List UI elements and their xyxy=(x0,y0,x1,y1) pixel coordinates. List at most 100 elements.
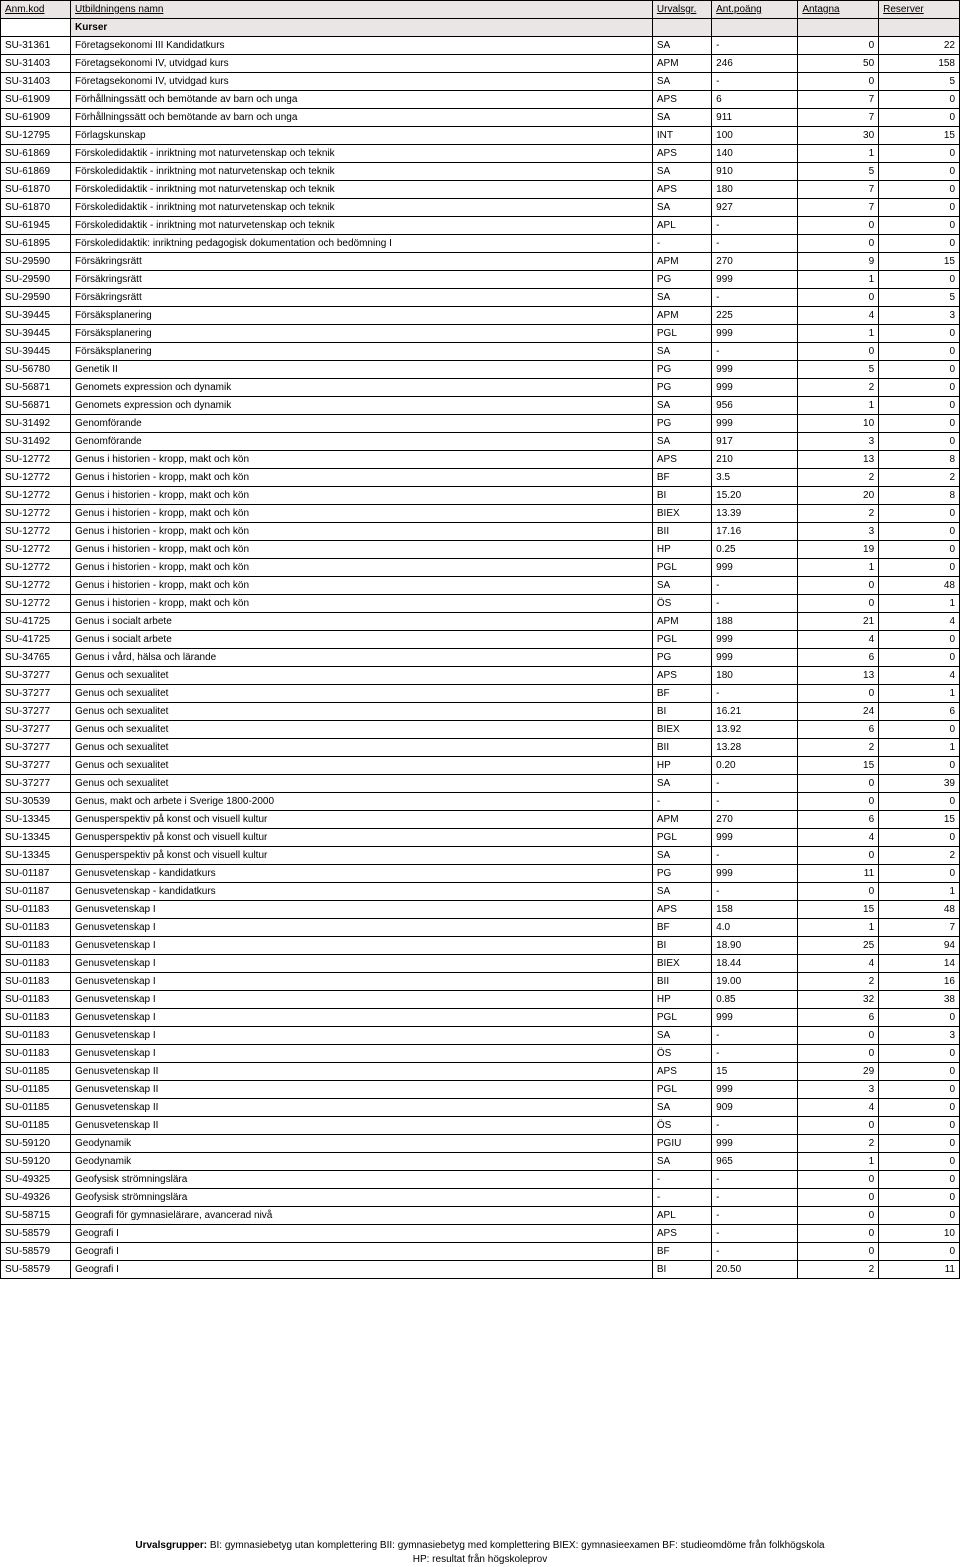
cell-code: SU-39445 xyxy=(1,343,71,361)
cell-name: Förskoledidaktik - inriktning mot naturv… xyxy=(71,181,653,199)
cell-name: Genusvetenskap I xyxy=(71,1045,653,1063)
cell-name: Geofysisk strömningslära xyxy=(71,1189,653,1207)
cell-name: Genus i socialt arbete xyxy=(71,631,653,649)
cell-ant: 0 xyxy=(798,217,879,235)
cell-urv: APS xyxy=(652,901,711,919)
cell-urv: APM xyxy=(652,307,711,325)
cell-name: Genus och sexualitet xyxy=(71,775,653,793)
cell-ant: 0 xyxy=(798,1243,879,1261)
cell-code: SU-01187 xyxy=(1,865,71,883)
table-row: SU-31492GenomförandePG999100 xyxy=(1,415,960,433)
cell-res: 0 xyxy=(879,793,960,811)
table-row: SU-13345Genusperspektiv på konst och vis… xyxy=(1,847,960,865)
table-row: SU-37277Genus och sexualitetBIEX13.9260 xyxy=(1,721,960,739)
cell-res: 0 xyxy=(879,757,960,775)
cell-urv: PGL xyxy=(652,631,711,649)
cell-urv: HP xyxy=(652,757,711,775)
cell-code: SU-37277 xyxy=(1,667,71,685)
cell-code: SU-58579 xyxy=(1,1243,71,1261)
cell-ant: 0 xyxy=(798,1189,879,1207)
cell-pts: 18.44 xyxy=(712,955,798,973)
table-row: SU-31403Företagsekonomi IV, utvidgad kur… xyxy=(1,73,960,91)
cell-ant: 0 xyxy=(798,1171,879,1189)
cell-ant: 15 xyxy=(798,901,879,919)
footer-line2: HP: resultat från högskoleprov xyxy=(0,1553,960,1567)
cell-pts: 15.20 xyxy=(712,487,798,505)
table-row: SU-58579Geografi IAPS-010 xyxy=(1,1225,960,1243)
cell-name: Geodynamik xyxy=(71,1135,653,1153)
cell-name: Förskoledidaktik - inriktning mot naturv… xyxy=(71,145,653,163)
cell-pts: 4.0 xyxy=(712,919,798,937)
header-ant: Antagna xyxy=(798,1,879,19)
cell-pts: 100 xyxy=(712,127,798,145)
cell-name: Förskoledidaktik - inriktning mot naturv… xyxy=(71,199,653,217)
table-row: SU-61869Förskoledidaktik - inriktning mo… xyxy=(1,163,960,181)
cell-name: Genusvetenskap II xyxy=(71,1117,653,1135)
table-row: SU-56780Genetik IIPG99950 xyxy=(1,361,960,379)
cell-ant: 7 xyxy=(798,109,879,127)
cell-urv: PG xyxy=(652,379,711,397)
cell-urv: SA xyxy=(652,883,711,901)
cell-name: Genus och sexualitet xyxy=(71,685,653,703)
cell-code: SU-58579 xyxy=(1,1225,71,1243)
cell-res: 0 xyxy=(879,1081,960,1099)
cell-res: 0 xyxy=(879,145,960,163)
table-row: SU-12772Genus i historien - kropp, makt … xyxy=(1,451,960,469)
cell-code: SU-58579 xyxy=(1,1261,71,1279)
cell-pts: - xyxy=(712,235,798,253)
cell-res: 0 xyxy=(879,523,960,541)
cell-ant: 2 xyxy=(798,469,879,487)
cell-res: 3 xyxy=(879,1027,960,1045)
cell-res: 11 xyxy=(879,1261,960,1279)
cell-pts: 18.90 xyxy=(712,937,798,955)
cell-urv: BI xyxy=(652,487,711,505)
cell-res: 0 xyxy=(879,163,960,181)
cell-code: SU-39445 xyxy=(1,307,71,325)
cell-code: SU-61870 xyxy=(1,199,71,217)
cell-ant: 2 xyxy=(798,1135,879,1153)
table-row: SU-49326Geofysisk strömningslära--00 xyxy=(1,1189,960,1207)
cell-urv: SA xyxy=(652,577,711,595)
cell-pts: 917 xyxy=(712,433,798,451)
cell-ant: 6 xyxy=(798,811,879,829)
cell-res: 7 xyxy=(879,919,960,937)
cell-ant: 6 xyxy=(798,721,879,739)
cell-ant: 0 xyxy=(798,1117,879,1135)
section-label: Kurser xyxy=(71,19,653,37)
cell-res: 15 xyxy=(879,127,960,145)
cell-pts: 13.92 xyxy=(712,721,798,739)
cell-urv: HP xyxy=(652,991,711,1009)
cell-name: Genus i vård, hälsa och lärande xyxy=(71,649,653,667)
cell-urv: PG xyxy=(652,649,711,667)
table-row: SU-39445FörsäksplaneringSA-00 xyxy=(1,343,960,361)
cell-ant: 0 xyxy=(798,289,879,307)
cell-res: 0 xyxy=(879,1153,960,1171)
cell-res: 15 xyxy=(879,811,960,829)
table-row: SU-01187Genusvetenskap - kandidatkursSA-… xyxy=(1,883,960,901)
cell-pts: 999 xyxy=(712,415,798,433)
table-row: SU-31403Företagsekonomi IV, utvidgad kur… xyxy=(1,55,960,73)
cell-code: SU-37277 xyxy=(1,685,71,703)
table-row: SU-12772Genus i historien - kropp, makt … xyxy=(1,469,960,487)
cell-pts: 999 xyxy=(712,1135,798,1153)
cell-pts: 19.00 xyxy=(712,973,798,991)
cell-ant: 19 xyxy=(798,541,879,559)
cell-ant: 1 xyxy=(798,271,879,289)
table-row: SU-01183Genusvetenskap IBI18.902594 xyxy=(1,937,960,955)
cell-ant: 21 xyxy=(798,613,879,631)
cell-name: Genusvetenskap I xyxy=(71,1009,653,1027)
cell-code: SU-12772 xyxy=(1,559,71,577)
cell-urv: SA xyxy=(652,199,711,217)
cell-ant: 2 xyxy=(798,379,879,397)
cell-res: 0 xyxy=(879,541,960,559)
cell-pts: 16.21 xyxy=(712,703,798,721)
cell-urv: - xyxy=(652,235,711,253)
cell-pts: 3.5 xyxy=(712,469,798,487)
cell-code: SU-61870 xyxy=(1,181,71,199)
cell-pts: 999 xyxy=(712,865,798,883)
cell-code: SU-01183 xyxy=(1,937,71,955)
cell-name: Genus i historien - kropp, makt och kön xyxy=(71,487,653,505)
cell-urv: SA xyxy=(652,397,711,415)
cell-ant: 5 xyxy=(798,361,879,379)
cell-name: Genusvetenskap I xyxy=(71,991,653,1009)
